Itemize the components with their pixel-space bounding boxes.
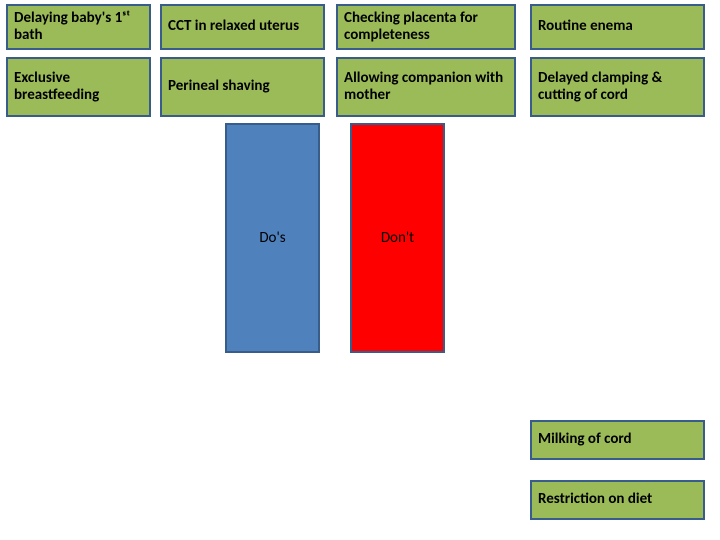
card-label: Exclusive breastfeeding <box>14 70 143 105</box>
card-restriction-diet: Restriction on diet <box>530 480 705 520</box>
card-milking-cord: Milking of cord <box>530 420 705 460</box>
card-label: Delaying baby's 1ˢᵗ bath <box>14 10 143 45</box>
pillar-dont: Don't <box>350 123 445 353</box>
card-exclusive-breastfeeding: Exclusive breastfeeding <box>6 57 151 117</box>
pillar-dos: Do's <box>225 123 320 353</box>
card-routine-enema: Routine enema <box>530 4 705 50</box>
card-perineal-shaving: Perineal shaving <box>160 57 325 117</box>
card-label: Checking placenta for completeness <box>344 10 508 45</box>
card-label: Delayed clamping & cutting of cord <box>538 70 697 105</box>
card-label: Routine enema <box>538 18 633 35</box>
pillar-label: Don't <box>381 229 414 247</box>
card-label: CCT in relaxed uterus <box>168 18 299 35</box>
card-cct-relaxed: CCT in relaxed uterus <box>160 4 325 50</box>
card-label: Milking of cord <box>538 431 632 448</box>
card-label: Allowing companion with mother <box>344 70 508 105</box>
card-delayed-clamping: Delayed clamping & cutting of cord <box>530 57 705 117</box>
card-label: Perineal shaving <box>168 78 270 95</box>
card-checking-placenta: Checking placenta for completeness <box>336 4 516 50</box>
card-allowing-companion: Allowing companion with mother <box>336 57 516 117</box>
pillar-label: Do's <box>259 229 285 247</box>
card-delaying-bath: Delaying baby's 1ˢᵗ bath <box>6 4 151 50</box>
card-label: Restriction on diet <box>538 491 652 508</box>
